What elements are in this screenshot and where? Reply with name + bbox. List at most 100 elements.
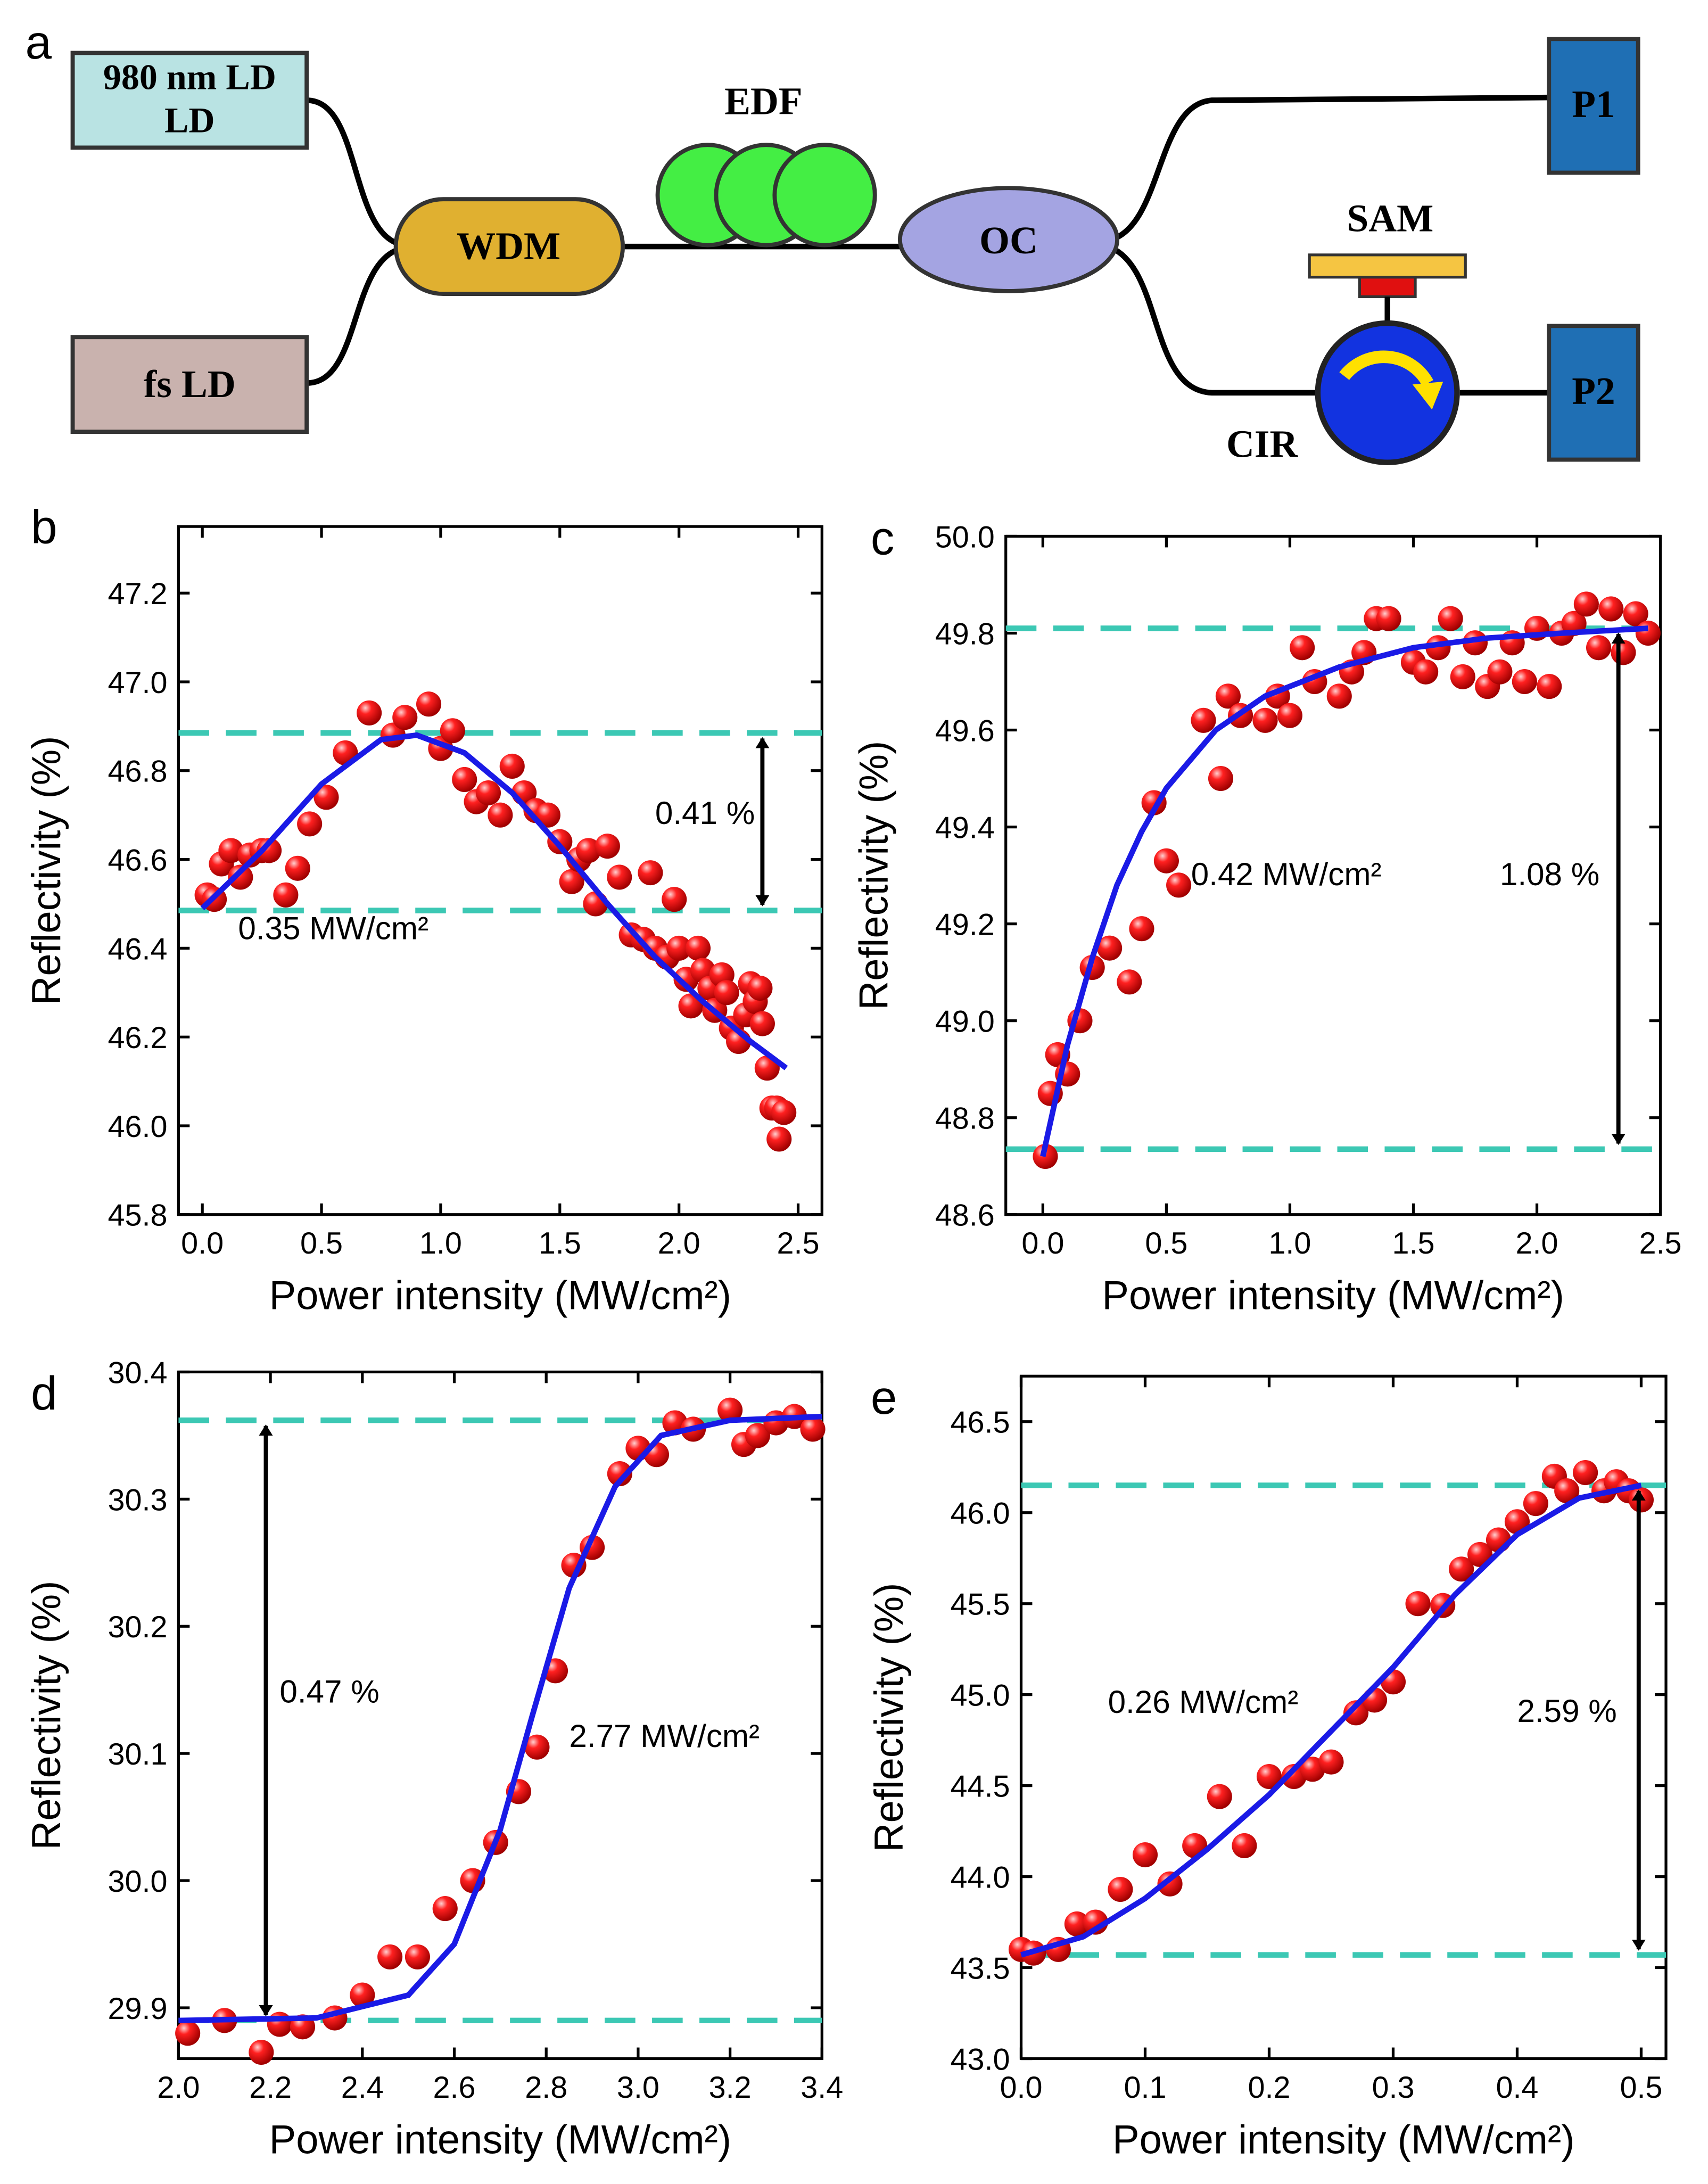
data-point	[643, 1442, 670, 1468]
panel-label-e: e	[871, 1371, 897, 1424]
data-point	[1215, 683, 1241, 709]
data-point	[1487, 659, 1513, 685]
data-point	[1252, 707, 1278, 733]
data-point	[377, 1944, 403, 1969]
sam-label: SAM	[1347, 196, 1434, 240]
data-point	[1449, 1556, 1474, 1582]
data-point	[1598, 596, 1624, 622]
data-point	[1157, 1871, 1183, 1897]
y-tick-label: 49.0	[935, 1005, 995, 1039]
data-point	[1064, 1911, 1090, 1937]
980nm-ld-label: 980 nm LD	[103, 56, 276, 97]
oc-ellipse	[897, 186, 1119, 293]
data-point	[313, 785, 339, 810]
data-point	[1326, 683, 1352, 709]
data-point	[249, 2040, 274, 2065]
data-point	[1132, 1842, 1158, 1868]
x-tick-label: 3.2	[709, 2071, 752, 2105]
data-point	[1573, 1460, 1598, 1486]
x-tick-label: 0.0	[1000, 2071, 1043, 2105]
data-point	[745, 1423, 770, 1448]
data-point	[475, 780, 501, 806]
wdm-box	[393, 197, 625, 296]
fit-curve	[1020, 1482, 1642, 1958]
data-point	[452, 767, 477, 793]
chart-panel-e: e 0.0 0.1 0.2 0.3 0.4 0.5 43.0 43.5 44.0 44.5 45.0 4…	[867, 1371, 1668, 2162]
p2-label: P2	[1572, 369, 1615, 413]
data-point	[1573, 591, 1599, 617]
plot-frame	[177, 1370, 823, 2061]
y-tick-label: 46.6	[108, 844, 167, 878]
edf-label: EDF	[724, 80, 802, 123]
x-axis-label: Power intensity (MW/cm²)	[269, 1273, 731, 1318]
y-tick-label: 49.2	[935, 908, 995, 942]
data-point	[524, 1734, 550, 1760]
y-tick-label: 46.5	[951, 1406, 1010, 1440]
data-point	[1554, 1478, 1580, 1504]
panel-label-d: d	[31, 1366, 57, 1420]
annotation: 0.26 MW/cm²	[1108, 1684, 1299, 1720]
x-tick-label: 0.4	[1496, 2071, 1538, 2105]
data-point	[1318, 1749, 1344, 1775]
x-tick-label: 2.0	[1516, 1226, 1558, 1260]
x-tick-label: 2.6	[433, 2071, 476, 2105]
data-point	[1129, 916, 1154, 942]
x-tick-label: 0.5	[1145, 1226, 1187, 1260]
y-axis-label: Reflectivity (%)	[24, 736, 69, 1005]
data-point	[766, 1126, 792, 1152]
data-point	[1635, 620, 1661, 646]
x-tick-label: 0.1	[1124, 2071, 1166, 2105]
data-point	[285, 855, 310, 881]
data-point	[717, 1397, 743, 1423]
data-point	[1108, 1876, 1133, 1902]
data-point	[1512, 669, 1537, 695]
data-point	[488, 802, 513, 828]
data-point	[416, 691, 442, 717]
data-point	[1097, 935, 1123, 961]
x-tick-label: 2.2	[249, 2071, 292, 2105]
fs-ld-box	[70, 335, 309, 434]
data-point	[1523, 1491, 1548, 1517]
data-point	[1623, 601, 1648, 627]
y-axis-label: Reflectivity (%)	[851, 741, 896, 1010]
data-point	[685, 935, 711, 961]
y-tick-label: 47.2	[108, 577, 167, 611]
chart-panel-b: b 0.0 0.5 1.0 1.5 2.0 2.5 45.8 46.0 46.2 46.4 46.6 4…	[24, 500, 823, 1318]
plot-frame	[177, 525, 823, 1216]
y-tick-label: 30.4	[108, 1356, 167, 1390]
y-tick-label: 30.3	[108, 1483, 167, 1517]
data-point	[607, 864, 632, 890]
fit-curve	[200, 732, 788, 1070]
data-point	[256, 838, 282, 863]
data-point	[432, 1896, 458, 1922]
y-tick-label: 46.2	[108, 1021, 167, 1055]
circulator-arrow-icon	[1339, 350, 1433, 386]
980nm-ld-box	[70, 51, 309, 150]
x-axis-label: Power intensity (MW/cm²)	[269, 2117, 731, 2162]
annotation: 0.42 MW/cm²	[1191, 856, 1382, 892]
sam-mirror	[1308, 253, 1467, 279]
wdm-label: WDM	[457, 225, 560, 268]
fit-curve	[178, 1413, 822, 2024]
y-tick-label: 47.0	[108, 666, 167, 700]
data-point	[1611, 640, 1636, 665]
data-point	[1277, 703, 1302, 728]
data-point	[218, 838, 244, 863]
y-tick-label: 46.4	[108, 932, 167, 966]
x-tick-label: 3.0	[617, 2071, 659, 2105]
data-point	[1256, 1763, 1282, 1790]
fit-curve	[1040, 625, 1648, 1157]
y-tick-label: 50.0	[935, 520, 995, 554]
plot-frame	[1019, 1374, 1668, 2061]
data-point	[1413, 659, 1439, 685]
x-tick-label: 2.4	[341, 2071, 384, 2105]
data-point	[1405, 1591, 1431, 1617]
data-point	[1117, 969, 1142, 995]
annotation: 1.08 %	[1500, 856, 1599, 892]
x-tick-label: 2.0	[658, 1226, 700, 1260]
setup-diagram: a 980 nm LD LD fs LD WDM EDF OC P1 P2 SA…	[26, 15, 1640, 465]
x-tick-label: 0.0	[1021, 1226, 1064, 1260]
data-point	[575, 838, 601, 863]
panel-label-c: c	[871, 511, 894, 564]
sam-absorber	[1358, 276, 1417, 298]
